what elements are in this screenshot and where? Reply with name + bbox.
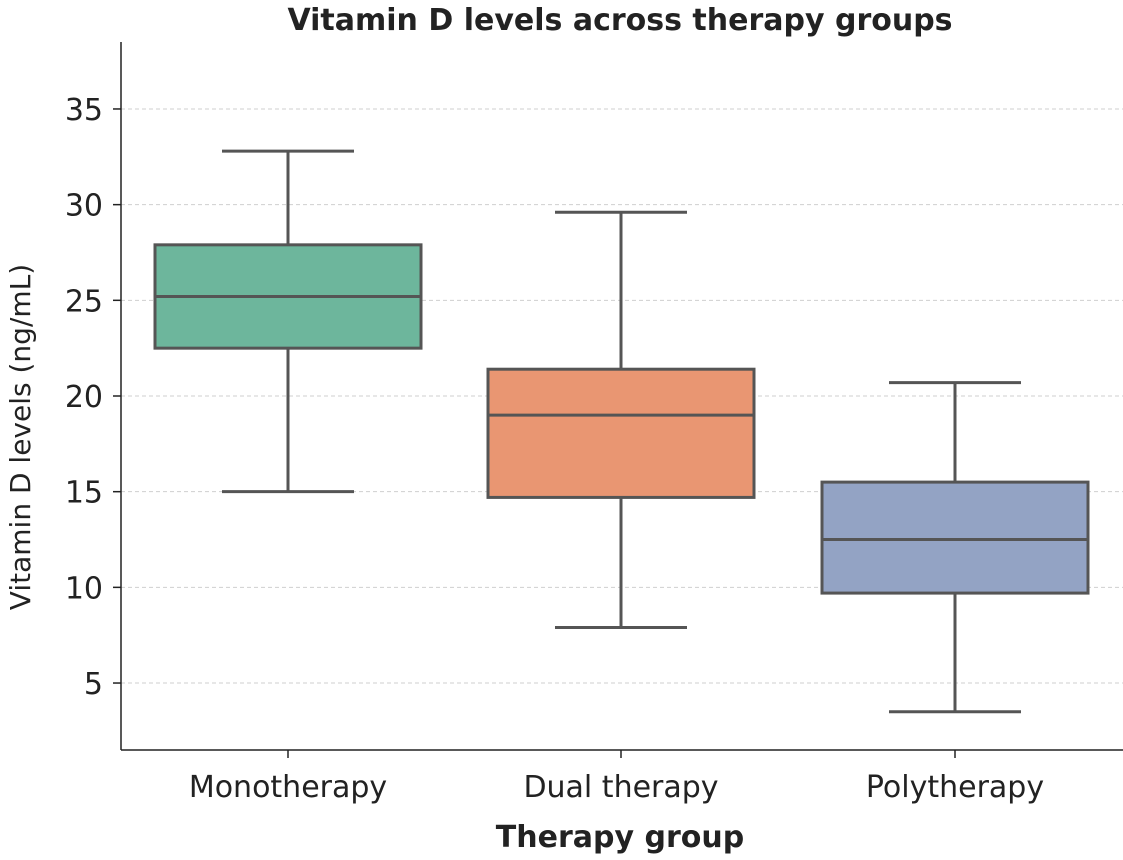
y-tick-label-10: 10 — [65, 571, 103, 606]
chart-title: Vitamin D levels across therapy groups — [287, 3, 952, 38]
y-tick-label-30: 30 — [65, 189, 103, 224]
y-tick-label-25: 25 — [65, 284, 103, 319]
x-tick-label-polytherapy: Polytherapy — [866, 770, 1044, 805]
box-polytherapy — [820, 480, 1090, 595]
y-tick-label-35: 35 — [65, 93, 103, 128]
box-group-polytherapy — [820, 381, 1090, 714]
box-layer — [153, 149, 1090, 714]
box-group-dual-therapy — [486, 210, 756, 630]
box-group-monotherapy — [153, 149, 423, 494]
box-dual-therapy — [486, 367, 756, 499]
y-tick-layer: 5 10 15 20 25 30 35 — [65, 93, 121, 702]
y-tick-label-15: 15 — [65, 476, 103, 511]
x-tick-layer: Monotherapy Dual therapy Polytherapy — [189, 750, 1044, 805]
x-tick-label-monotherapy: Monotherapy — [189, 770, 387, 805]
x-axis-label: Therapy group — [496, 820, 744, 855]
x-tick-label-dual-therapy: Dual therapy — [523, 770, 718, 805]
y-tick-label-20: 20 — [65, 380, 103, 415]
y-tick-label-5: 5 — [84, 667, 103, 702]
y-axis-label: Vitamin D levels (ng/mL) — [4, 264, 37, 610]
